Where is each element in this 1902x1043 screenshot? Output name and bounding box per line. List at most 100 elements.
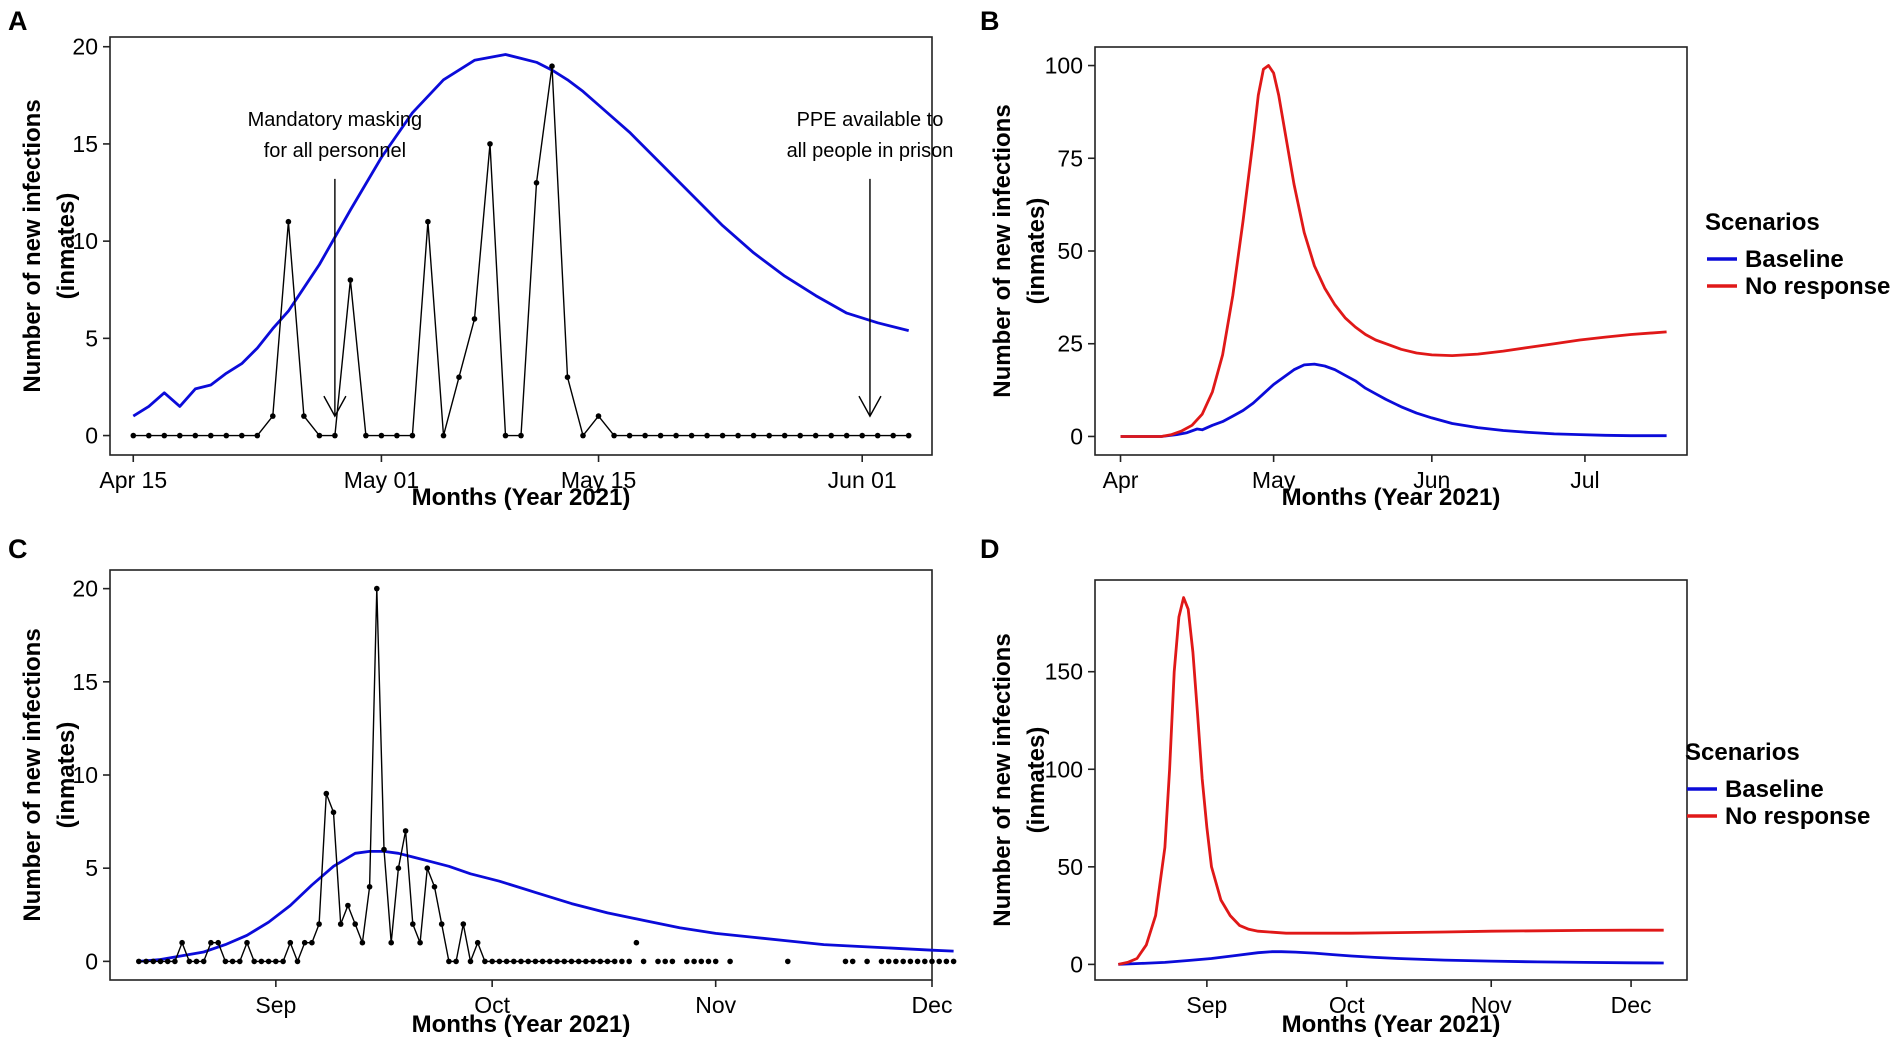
data-point [316,921,322,927]
data-point [611,432,617,439]
data-point [366,884,373,890]
data-point [467,958,474,965]
plot-frame [109,36,933,456]
data-point [381,846,387,853]
data-point [864,958,870,965]
data-point [273,958,279,965]
y-tick-label: 150 [1045,659,1083,685]
panel-D: D 0 50 100 150 Sep Oct Nov Dec Months (Year 2021)… [980,534,1870,1038]
y-axis-title: Number of new infections [19,628,46,921]
data-point [669,958,676,965]
data-point [735,432,741,439]
data-point [186,958,193,965]
data-point [332,432,338,439]
series-observed-sparse- [619,939,957,965]
legend-title: Scenarios [1685,739,1800,766]
data-point [583,958,589,965]
data-point [943,958,950,965]
x-tick-label: Oct [474,992,510,1018]
x-tick-label: Apr [1103,467,1139,493]
data-point [684,958,690,965]
data-point [673,432,679,439]
data-point [179,939,185,946]
data-point [547,958,553,965]
data-point [192,432,199,439]
data-point [460,921,467,927]
x-tick-label: May 01 [344,467,419,493]
data-point [626,958,632,965]
data-point [785,958,791,965]
y-tick-label: 0 [85,423,98,449]
data-point [431,884,438,890]
data-point [727,958,733,965]
data-point [208,432,214,439]
x-tick-label: Nov [695,992,736,1018]
data-point [130,432,137,439]
data-point [146,432,152,439]
data-point [890,432,896,439]
data-point [893,958,899,965]
data-point [237,958,243,965]
y-tick-label: 50 [1057,854,1083,880]
data-point [316,432,323,439]
data-point [936,958,942,965]
data-point [922,958,928,965]
y-tick-label: 50 [1057,238,1083,264]
data-point [525,958,531,965]
annotation-text: PPE available to [797,109,944,131]
x-tick-label: Oct [1329,992,1365,1018]
data-point [907,958,914,965]
annotation-arrowhead [858,395,882,418]
series-baseline [132,53,910,418]
data-point [345,902,351,909]
data-point [842,958,849,965]
data-point [164,958,171,965]
data-point [859,432,865,439]
x-tick-label: May 15 [561,467,636,493]
data-point [363,432,369,439]
data-point [395,865,402,871]
data-point [424,865,431,871]
series-baseline [138,850,954,963]
data-point [254,432,261,439]
data-point [662,958,668,965]
series-line [138,587,615,963]
annotation-text: for all personnel [264,140,406,162]
data-point [496,958,503,965]
y-tick-label: 10 [72,228,98,254]
data-point [394,432,400,439]
panel-letter: C [8,534,28,564]
data-point [642,432,648,439]
x-tick-label: Dec [1611,992,1652,1018]
y-tick-label: 0 [1070,951,1083,977]
y-axis-title: (inmates) [53,193,80,300]
series-line [132,53,910,418]
data-point [595,413,602,419]
x-tick-label: May [1252,467,1296,493]
y-tick-label: 75 [1057,145,1083,171]
data-point [172,958,178,965]
data-point [518,432,524,439]
data-point [657,432,664,439]
x-tick-label: Dec [912,992,953,1018]
data-point [590,958,596,965]
data-point [251,958,257,965]
data-point [301,939,308,946]
y-tick-label: 100 [1045,53,1083,79]
data-point [878,958,885,965]
y-tick-label: 0 [1070,423,1083,449]
y-tick-label: 20 [72,34,98,60]
data-point [177,432,183,439]
data-point [215,939,221,946]
annotation-arrowhead [323,395,347,418]
data-point [474,939,481,946]
data-point [157,958,164,965]
y-axis-title: (inmates) [1023,727,1050,834]
data-point [409,432,416,439]
data-point [280,958,286,965]
data-point [244,939,250,946]
x-tick-label: Sep [1186,992,1227,1018]
annotation: Mandatory masking for all personnel [248,109,422,418]
